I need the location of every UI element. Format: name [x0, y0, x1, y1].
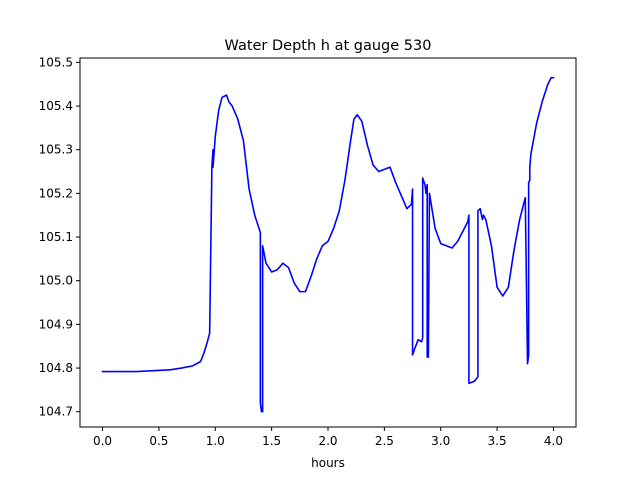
chart-title: Water Depth h at gauge 530 — [225, 38, 432, 54]
y-tick-label: 105.4 — [39, 99, 73, 113]
y-tick-label: 105.5 — [39, 55, 73, 69]
x-tick-label: 3.5 — [488, 434, 507, 448]
y-tick-label: 105.3 — [39, 143, 73, 157]
y-tick-label: 104.7 — [39, 405, 73, 419]
y-tick-label: 105.1 — [39, 230, 73, 244]
x-tick-label: 1.0 — [206, 434, 225, 448]
y-axis: 104.7 104.8 104.9 105.0 105.1 105.2 105.3 105.4… — [39, 55, 80, 419]
x-tick-label: 3.0 — [431, 434, 450, 448]
x-tick-label: 1.5 — [262, 434, 281, 448]
x-tick-label: 2.5 — [375, 434, 394, 448]
x-tick-label: 2.0 — [318, 434, 337, 448]
x-tick-label: 4.0 — [544, 434, 563, 448]
x-tick-label: 0.0 — [93, 434, 112, 448]
x-axis: 0.0 0.5 1.0 1.5 2.0 2.5 3.0 3.5 4.0 — [93, 427, 563, 448]
x-tick-label: 0.5 — [149, 434, 168, 448]
y-tick-label: 105.0 — [39, 274, 73, 288]
series-line — [101, 76, 555, 413]
y-tick-label: 104.8 — [39, 361, 73, 375]
plot-area — [101, 76, 555, 413]
x-axis-label: hours — [311, 456, 345, 470]
y-tick-label: 104.9 — [39, 317, 73, 331]
y-tick-label: 105.2 — [39, 186, 73, 200]
